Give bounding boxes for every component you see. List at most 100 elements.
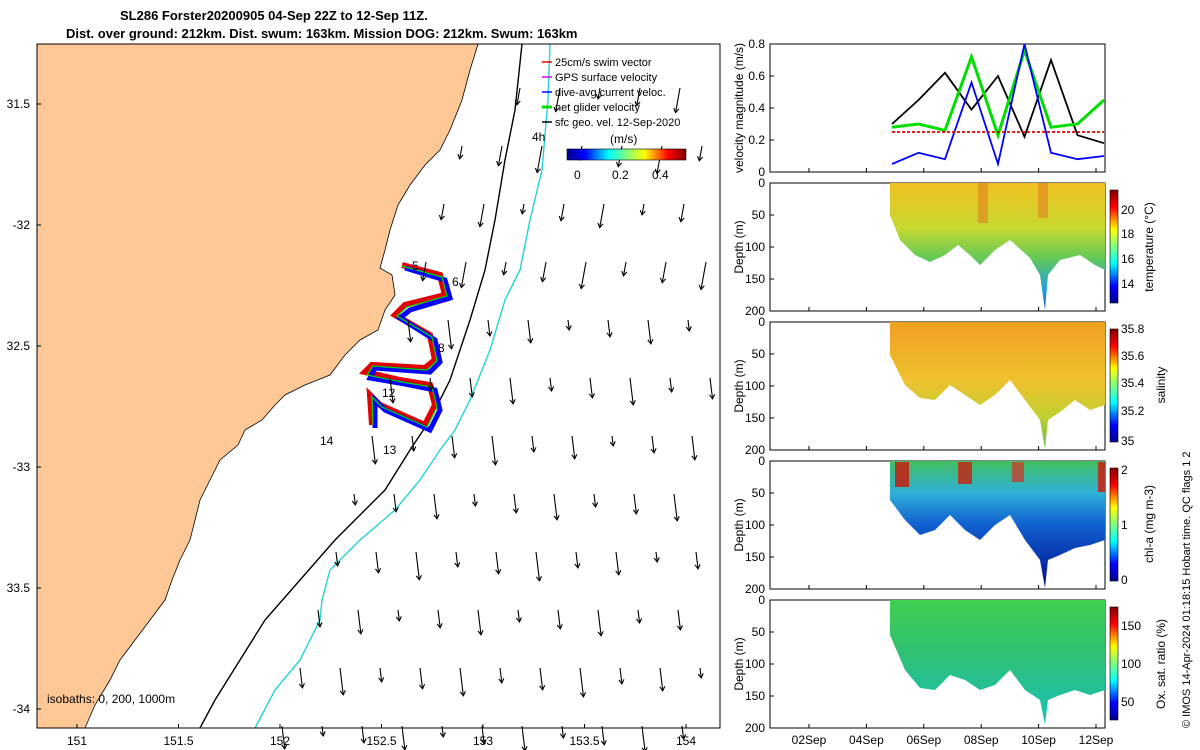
geo-velocity-arrowhead bbox=[371, 459, 378, 465]
footer-timestamp: © IMOS 14-Apr-2024 01:18:15 Hobart time.… bbox=[1181, 451, 1193, 728]
depth-tick-label: 50 bbox=[752, 486, 766, 500]
geo-velocity-arrowhead bbox=[468, 392, 475, 398]
panel-x-tick-label: 06Sep bbox=[906, 733, 941, 747]
geo-velocity-arrowhead bbox=[595, 93, 602, 100]
geo-velocity-arrowhead bbox=[389, 398, 396, 404]
geo-velocity-arrowhead bbox=[697, 155, 704, 162]
geo-velocity-arrowhead bbox=[680, 734, 687, 740]
geo-velocity-arrowhead bbox=[685, 326, 692, 332]
geo-velocity-arrow bbox=[553, 493, 558, 520]
geo-velocity-arrow bbox=[299, 667, 303, 688]
velocity-y-tick-label: 0 bbox=[758, 165, 765, 179]
geo-velocity-arrow bbox=[477, 609, 482, 635]
geo-velocity-arrow bbox=[357, 609, 362, 634]
geo-velocity-arrowhead bbox=[579, 692, 587, 698]
geo-velocity-arrowhead bbox=[676, 625, 683, 631]
ox-tick: 50 bbox=[1121, 695, 1135, 709]
glider-track bbox=[359, 262, 454, 434]
geo-velocity-arrow bbox=[593, 493, 597, 507]
geo-velocity-arrowhead bbox=[514, 99, 521, 106]
geo-velocity-arrow bbox=[521, 203, 525, 214]
land-mass bbox=[36, 43, 479, 729]
geo-velocity-arrow bbox=[699, 667, 702, 678]
depth-ylabel: Depth (m) bbox=[732, 220, 746, 273]
geo-velocity-arrowhead bbox=[407, 337, 414, 343]
geo-velocity-arrowhead bbox=[678, 216, 685, 223]
depth-tick-label: 0 bbox=[758, 454, 765, 468]
isobath-1000m bbox=[254, 43, 551, 729]
geo-velocity-arrowhead bbox=[597, 222, 604, 229]
oxygen-panel: Ox. sat. ratio (%) 50 100 150 bbox=[769, 599, 1168, 729]
geo-velocity-arrow bbox=[415, 551, 420, 580]
geo-velocity-arrow bbox=[419, 667, 424, 689]
geo-velocity-arrowhead bbox=[357, 629, 364, 635]
ox-tick: 150 bbox=[1121, 619, 1141, 633]
geo-velocity-arrowhead bbox=[395, 616, 402, 622]
speed-colorbar: (m/s) 0 0.2 0.4 bbox=[566, 132, 687, 182]
sal-tick: 35.2 bbox=[1121, 404, 1145, 418]
geo-velocity-arrowhead bbox=[451, 453, 458, 459]
sal-tick: 35 bbox=[1121, 434, 1135, 448]
geo-velocity-arrowhead bbox=[339, 690, 346, 696]
geo-velocity-arrowhead bbox=[565, 325, 572, 331]
geo-velocity-arrow bbox=[447, 319, 453, 349]
geo-velocity-arrow bbox=[517, 609, 520, 622]
legend-swim-vector: 25cm/s swim vector bbox=[555, 57, 652, 69]
geo-velocity-arrowhead bbox=[360, 738, 367, 744]
panel-x-tick-label: 02Sep bbox=[792, 733, 827, 747]
geo-velocity-arrow bbox=[709, 377, 714, 399]
geo-velocity-arrowhead bbox=[501, 269, 508, 276]
geo-velocity-arrow bbox=[641, 725, 646, 750]
geo-velocity-arrow bbox=[615, 551, 620, 575]
geo-velocity-arrow bbox=[636, 87, 641, 106]
geo-velocity-arrow bbox=[673, 493, 678, 521]
map-panel: 151 151.5 152 152.5 153 153.5 154 31.5 -32 32.5 -… bbox=[7, 43, 721, 750]
geo-velocity-arrow bbox=[661, 261, 667, 283]
colorbar-unit: (m/s) bbox=[610, 132, 637, 146]
geo-velocity-arrow bbox=[393, 493, 397, 512]
geo-velocity-arrow bbox=[589, 377, 593, 398]
map-y-tick-label: -34 bbox=[13, 702, 31, 716]
velocity-series-line bbox=[891, 43, 1105, 168]
map-x-tick-label: 152.5 bbox=[366, 734, 396, 748]
geo-velocity-arrowhead bbox=[673, 107, 680, 114]
geo-velocity-arrow bbox=[607, 319, 611, 337]
geo-velocity-arrowhead bbox=[433, 514, 440, 520]
day-markers: 4h 5 6 8 12 13 14 bbox=[320, 130, 545, 457]
geo-velocity-arrowhead bbox=[378, 677, 385, 683]
geo-velocity-arrowhead bbox=[629, 400, 636, 406]
geo-velocity-arrowhead bbox=[539, 685, 546, 691]
geo-velocity-arrowhead bbox=[392, 507, 399, 513]
geo-velocity-arrow bbox=[601, 725, 605, 745]
geo-velocity-arrowhead bbox=[540, 276, 547, 283]
geo-velocity-arrowhead bbox=[615, 570, 622, 576]
geo-velocity-arrow bbox=[549, 377, 553, 391]
geo-velocity-arrowhead bbox=[410, 446, 417, 452]
geo-velocity-arrowhead bbox=[639, 209, 646, 216]
geo-velocity-arrowhead bbox=[694, 564, 701, 570]
geo-velocity-arrowhead bbox=[427, 385, 434, 391]
geo-velocity-arrow bbox=[491, 435, 497, 465]
geo-velocity-arrowhead bbox=[334, 561, 341, 567]
geo-velocity-arrowhead bbox=[530, 447, 537, 453]
day-label: 8 bbox=[438, 341, 445, 355]
geo-velocity-arrowhead bbox=[588, 393, 595, 399]
geo-velocity-arrowhead bbox=[698, 284, 705, 291]
geo-velocity-arrow bbox=[481, 725, 485, 744]
geo-velocity-arrowhead bbox=[375, 568, 382, 574]
geo-velocity-arrow bbox=[527, 319, 532, 343]
geo-velocity-arrowhead bbox=[615, 161, 622, 168]
velocity-y-tick-label: 0.2 bbox=[748, 133, 765, 147]
map-y-tick-label: -33 bbox=[13, 460, 31, 474]
geo-velocity-arrow bbox=[375, 551, 380, 573]
geo-velocity-arrow bbox=[611, 435, 614, 446]
geo-velocity-arrow bbox=[695, 551, 699, 569]
colorbar-tick: 0 bbox=[574, 168, 581, 182]
geo-velocity-arrow bbox=[495, 551, 500, 574]
day-label: 13 bbox=[383, 443, 397, 457]
geo-velocity-arrow bbox=[571, 435, 576, 459]
day-label: 6 bbox=[452, 275, 459, 289]
velocity-ylabel: velocity magnitude (m/s) bbox=[732, 43, 746, 173]
geo-velocity-arrow bbox=[633, 493, 637, 514]
depth-tick-label: 200 bbox=[745, 721, 765, 735]
